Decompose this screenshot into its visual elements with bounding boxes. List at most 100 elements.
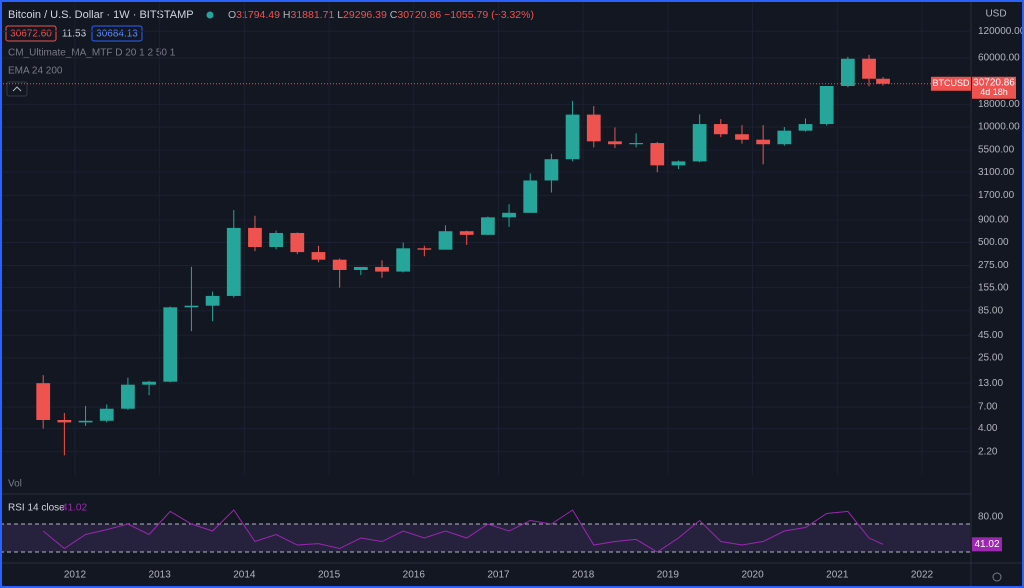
- ohlc-values: O31794.49 H31881.71 L29296.39 C30720.86 …: [228, 9, 534, 21]
- y-tick-label: 60000.00: [978, 53, 1020, 64]
- candle-body: [438, 231, 453, 250]
- candle-body: [502, 212, 516, 218]
- candle-body: [692, 124, 707, 162]
- y-tick-label: 3100.00: [978, 167, 1015, 178]
- price-tag: [931, 76, 971, 91]
- chevron-icon: [12, 86, 22, 92]
- candle-body: [565, 114, 580, 160]
- candle-body: [523, 180, 538, 213]
- candle-body: [226, 227, 241, 296]
- y-tick-label: 155.00: [978, 282, 1009, 293]
- candle-body: [375, 266, 389, 272]
- candle-body: [480, 217, 495, 235]
- countdown: 4d 18h: [980, 87, 1008, 97]
- candle-body: [311, 252, 326, 260]
- indicator-label: EMA 24 200: [8, 66, 63, 77]
- candle-body: [798, 124, 813, 131]
- y-tick-label: 1700.00: [978, 190, 1015, 201]
- rsi-last-label: 41.02: [974, 539, 999, 550]
- candle-body: [735, 134, 749, 140]
- y-tick-label: 85.00: [978, 305, 1003, 316]
- candle-body: [840, 58, 855, 86]
- volume-label: Vol: [8, 479, 22, 490]
- symbol-tag: BTCUSD: [932, 78, 970, 88]
- spread: 11.53: [62, 29, 87, 40]
- y-tick-label: 120000.00: [978, 26, 1024, 37]
- y-tick-label: 900.00: [978, 214, 1009, 225]
- y-tick-label: 500.00: [978, 237, 1009, 248]
- candle-body: [417, 248, 432, 250]
- candle-body: [142, 381, 156, 385]
- x-tick-label: 2014: [233, 570, 256, 581]
- x-tick-label: 2013: [149, 570, 172, 581]
- y-tick-label: 13.00: [978, 378, 1003, 389]
- y-tick-label: 4.00: [978, 423, 998, 434]
- candle-body: [777, 130, 792, 145]
- x-tick-label: 2015: [318, 570, 341, 581]
- candle-body: [671, 161, 686, 166]
- candle-body: [78, 420, 93, 423]
- currency-label[interactable]: USD: [985, 9, 1006, 20]
- x-tick-label: 2017: [487, 570, 510, 581]
- price-tag: [972, 76, 1016, 99]
- candle-body: [756, 139, 771, 145]
- last-price-label: 30720.86: [973, 77, 1015, 88]
- x-tick-label: 2016: [403, 570, 426, 581]
- value-tag: [972, 537, 1002, 552]
- x-tick-label: 2021: [826, 570, 849, 581]
- y-tick-label: 45.00: [978, 330, 1003, 341]
- candle-body: [290, 232, 305, 253]
- ask: 30684.13: [96, 29, 138, 40]
- candle-body: [650, 143, 665, 166]
- y-tick-label: 10000.00: [978, 122, 1020, 133]
- candle-body: [269, 232, 284, 247]
- candle-body: [586, 114, 601, 142]
- rsi-value: 41.02: [62, 503, 87, 514]
- y-tick-label: 2.20: [978, 446, 998, 457]
- ask-box[interactable]: [91, 25, 143, 42]
- candle-body: [57, 419, 72, 423]
- y-tick-label: 5500.00: [978, 145, 1015, 156]
- candle-body: [629, 143, 643, 145]
- candle-body: [36, 383, 51, 420]
- candle-body: [544, 159, 559, 181]
- x-tick-label: 2018: [572, 570, 595, 581]
- bid-box[interactable]: [5, 25, 57, 42]
- candle-body: [608, 141, 622, 145]
- candle-body: [248, 227, 262, 247]
- y-tick-label: 80.00: [978, 512, 1003, 523]
- indicator-title: RSI 14 close: [8, 503, 65, 514]
- bid: 30672.60: [10, 29, 52, 40]
- indicator-label: CM_Ultimate_MA_MTF D 20 1 2 50 1: [8, 48, 176, 59]
- candle-body: [332, 259, 347, 270]
- collapse-button[interactable]: [6, 81, 28, 97]
- candle-body: [353, 266, 368, 270]
- candle-body: [121, 384, 135, 409]
- status-dot: [206, 11, 214, 19]
- settings-icon[interactable]: [992, 572, 1002, 582]
- x-tick-label: 2019: [657, 570, 680, 581]
- y-tick-label: 18000.00: [978, 99, 1020, 110]
- x-tick-label: 2012: [64, 570, 87, 581]
- candle-body: [396, 248, 411, 272]
- candle-body: [819, 85, 834, 125]
- x-tick-label: 2022: [911, 570, 934, 581]
- candle-body: [163, 307, 178, 382]
- candle-body: [205, 295, 220, 306]
- rsi-band: [0, 524, 970, 553]
- rsi-line: [42, 509, 884, 553]
- y-tick-label: 7.00: [978, 402, 998, 413]
- candle-body: [876, 78, 890, 84]
- candle-body: [713, 124, 728, 135]
- y-tick-label: 275.00: [978, 260, 1009, 271]
- candle-body: [184, 305, 199, 308]
- y-tick-label: 25.00: [978, 353, 1003, 364]
- x-tick-label: 2020: [741, 570, 764, 581]
- symbol-title: Bitcoin / U.S. Dollar · 1W · BITSTAMP: [8, 9, 194, 21]
- candle-body: [862, 58, 876, 79]
- candle-body: [99, 408, 114, 421]
